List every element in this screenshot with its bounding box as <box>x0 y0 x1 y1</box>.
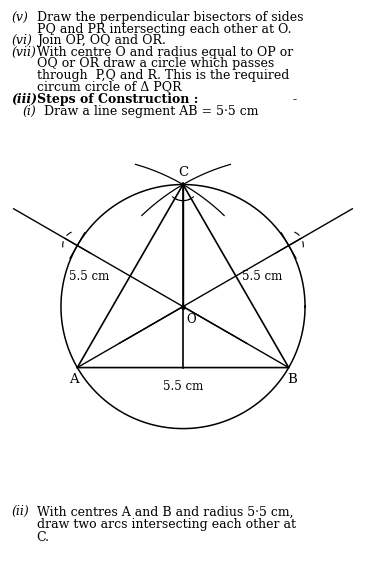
Text: through  P,Q and R. This is the required: through P,Q and R. This is the required <box>37 69 289 82</box>
Text: C.: C. <box>37 531 50 544</box>
Text: O: O <box>186 313 196 327</box>
Text: With centre O and radius equal to OP or: With centre O and radius equal to OP or <box>37 46 293 59</box>
Text: 5.5 cm: 5.5 cm <box>163 380 203 393</box>
Text: B: B <box>287 374 297 386</box>
Text: Steps of Construction :: Steps of Construction : <box>37 93 198 106</box>
Text: With centres A and B and radius 5·5 cm,: With centres A and B and radius 5·5 cm, <box>37 505 293 519</box>
Text: (iii): (iii) <box>11 93 37 106</box>
Text: C: C <box>178 166 188 179</box>
Text: Join OP, OQ and OR.: Join OP, OQ and OR. <box>37 34 165 48</box>
Text: 5.5 cm: 5.5 cm <box>69 269 109 282</box>
Text: -: - <box>293 93 297 106</box>
Text: (v): (v) <box>11 11 28 25</box>
Text: (i): (i) <box>22 105 36 119</box>
Text: OQ or OR draw a circle which passes: OQ or OR draw a circle which passes <box>37 57 274 70</box>
Text: Draw the perpendicular bisectors of sides: Draw the perpendicular bisectors of side… <box>37 11 303 25</box>
Text: Draw a line segment AB = 5·5 cm: Draw a line segment AB = 5·5 cm <box>44 105 258 119</box>
Text: (vi): (vi) <box>11 34 32 48</box>
Text: PQ and PR intersecting each other at O.: PQ and PR intersecting each other at O. <box>37 23 291 36</box>
Text: (vii): (vii) <box>11 46 36 59</box>
Text: A: A <box>70 374 79 386</box>
Text: draw two arcs intersecting each other at: draw two arcs intersecting each other at <box>37 518 296 531</box>
Text: circum circle of Δ PQR: circum circle of Δ PQR <box>37 80 181 93</box>
Text: 5.5 cm: 5.5 cm <box>242 269 282 282</box>
Text: (ii): (ii) <box>11 505 29 519</box>
